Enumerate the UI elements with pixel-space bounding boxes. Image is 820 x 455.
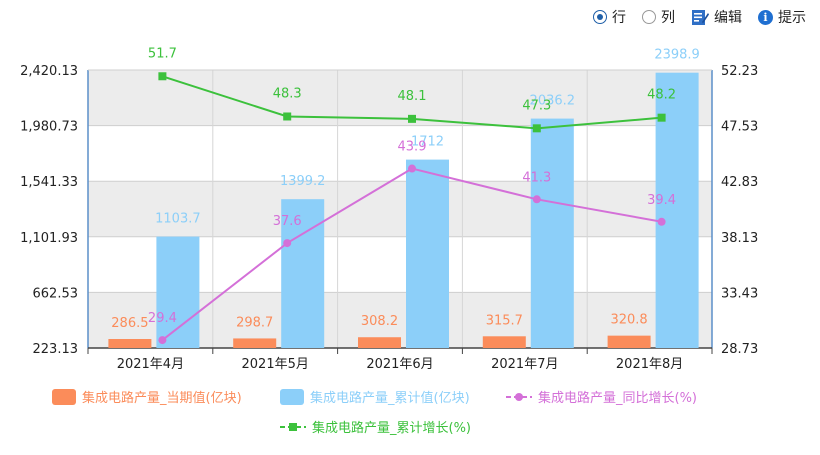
data-label-yoy: 41.3 <box>522 170 551 185</box>
plot-band <box>88 181 712 237</box>
bar-cumulative-value <box>281 199 325 348</box>
left-tick-label: 1,541.33 <box>20 175 78 190</box>
category-label: 2021年7月 <box>491 357 558 372</box>
row-label: 行 <box>612 10 626 26</box>
chart-toolbar: 行 列 编辑 i 提示 <box>593 6 806 28</box>
column-radio[interactable] <box>642 10 656 24</box>
row-toggle[interactable]: 行 <box>593 7 626 27</box>
data-label-cum-growth: 48.1 <box>398 89 427 104</box>
point-yoy-growth <box>283 239 292 248</box>
right-axis-ticks: 28.73 33.43 38.13 42.83 47.53 52.23 <box>721 64 758 357</box>
bar-cumulative-value <box>530 118 574 348</box>
right-tick-label: 42.83 <box>721 175 758 190</box>
point-cumulative-growth <box>657 113 666 122</box>
point-cumulative-growth <box>408 114 416 123</box>
point-yoy-growth <box>158 336 167 345</box>
edit-icon <box>692 10 709 25</box>
right-tick-label: 28.73 <box>721 342 758 357</box>
hint-label: 提示 <box>778 10 806 26</box>
data-label-yoy: 37.6 <box>273 214 302 229</box>
category-label: 2021年6月 <box>366 357 433 372</box>
right-tick-label: 47.53 <box>721 120 758 135</box>
bar-current-value <box>108 339 152 348</box>
left-tick-label: 223.13 <box>33 342 79 357</box>
right-tick-label: 33.43 <box>721 286 758 301</box>
point-yoy-growth <box>532 195 541 204</box>
left-tick-label: 662.53 <box>33 286 79 301</box>
edit-button[interactable]: 编辑 <box>691 7 742 27</box>
edit-label: 编辑 <box>714 10 742 26</box>
data-label-yoy: 39.4 <box>647 193 676 208</box>
category-label: 2021年4月 <box>117 357 184 372</box>
point-yoy-growth <box>657 217 666 226</box>
bar-current-value <box>607 335 651 348</box>
right-tick-label: 38.13 <box>721 231 758 246</box>
bar-current-value <box>233 338 277 348</box>
data-label-cum-growth: 48.2 <box>647 88 676 103</box>
data-label-yoy: 29.4 <box>148 311 177 326</box>
category-labels: 2021年4月 2021年5月 2021年6月 2021年7月 2021年8月 <box>117 357 684 372</box>
info-icon: i <box>758 9 773 25</box>
plot-band <box>88 70 712 126</box>
data-label-current: 308.2 <box>361 314 398 329</box>
legend-label-current: 集成电路产量_当期值(亿块) <box>82 390 242 406</box>
plot-band <box>88 125 712 182</box>
data-label-cum-growth: 47.3 <box>522 98 551 113</box>
point-cumulative-growth <box>283 112 292 121</box>
row-radio[interactable] <box>593 10 607 24</box>
bar-marks <box>108 72 699 348</box>
legend-swatch-current <box>52 389 76 405</box>
bar-current-value <box>482 336 526 348</box>
bar-cumulative-value <box>156 236 200 348</box>
point-cumulative-growth <box>532 124 541 133</box>
data-label-cumulative: 1712 <box>411 135 444 150</box>
left-tick-label: 1,980.73 <box>20 120 78 135</box>
legend-label-yoy: 集成电路产量_同比增长(%) <box>538 390 697 406</box>
data-labels: 286.5 1103.7 298.7 1399.2 308.2 1712 315.7 2036… <box>111 46 700 331</box>
point-yoy-growth <box>408 164 416 173</box>
data-label-cumulative: 1103.7 <box>155 212 201 227</box>
right-tick-label: 52.23 <box>721 64 758 79</box>
data-label-current: 298.7 <box>236 315 273 330</box>
legend-label-cum-growth: 集成电路产量_累计增长(%) <box>312 420 471 436</box>
column-label: 列 <box>661 10 675 26</box>
column-toggle[interactable]: 列 <box>642 7 675 27</box>
bar-current-value <box>358 337 401 348</box>
legend-marker-yoy <box>515 393 523 401</box>
data-label-cumulative: 1399.2 <box>280 174 326 189</box>
bar-cumulative-value <box>406 159 449 348</box>
line-marks <box>158 72 666 345</box>
data-label-cum-growth: 51.7 <box>148 46 177 61</box>
data-label-yoy: 43.9 <box>398 140 427 155</box>
legend-label-cumulative: 集成电路产量_累计值(亿块) <box>310 390 470 406</box>
left-axis-ticks: 223.13 662.53 1,101.93 1,541.33 1,980.73 2,42… <box>20 64 78 357</box>
legend-swatch-cumulative <box>280 389 304 405</box>
data-label-current: 320.8 <box>610 313 647 328</box>
legend-marker-cum-growth <box>289 423 297 431</box>
point-cumulative-growth <box>158 72 167 81</box>
data-label-current: 286.5 <box>111 316 148 331</box>
category-label: 2021年5月 <box>242 357 309 372</box>
left-tick-label: 2,420.13 <box>20 64 78 79</box>
data-label-current: 315.7 <box>486 313 523 328</box>
data-label-cumulative: 2036.2 <box>530 94 576 109</box>
left-tick-label: 1,101.93 <box>20 231 78 246</box>
data-label-cum-growth: 48.3 <box>273 86 302 101</box>
legend: 集成电路产量_当期值(亿块) 集成电路产量_累计值(亿块) 集成电路产量_同比增长(… <box>52 389 697 436</box>
hint-button[interactable]: i 提示 <box>758 7 806 27</box>
category-label: 2021年8月 <box>616 357 683 372</box>
data-label-cumulative: 2398.9 <box>654 48 700 63</box>
